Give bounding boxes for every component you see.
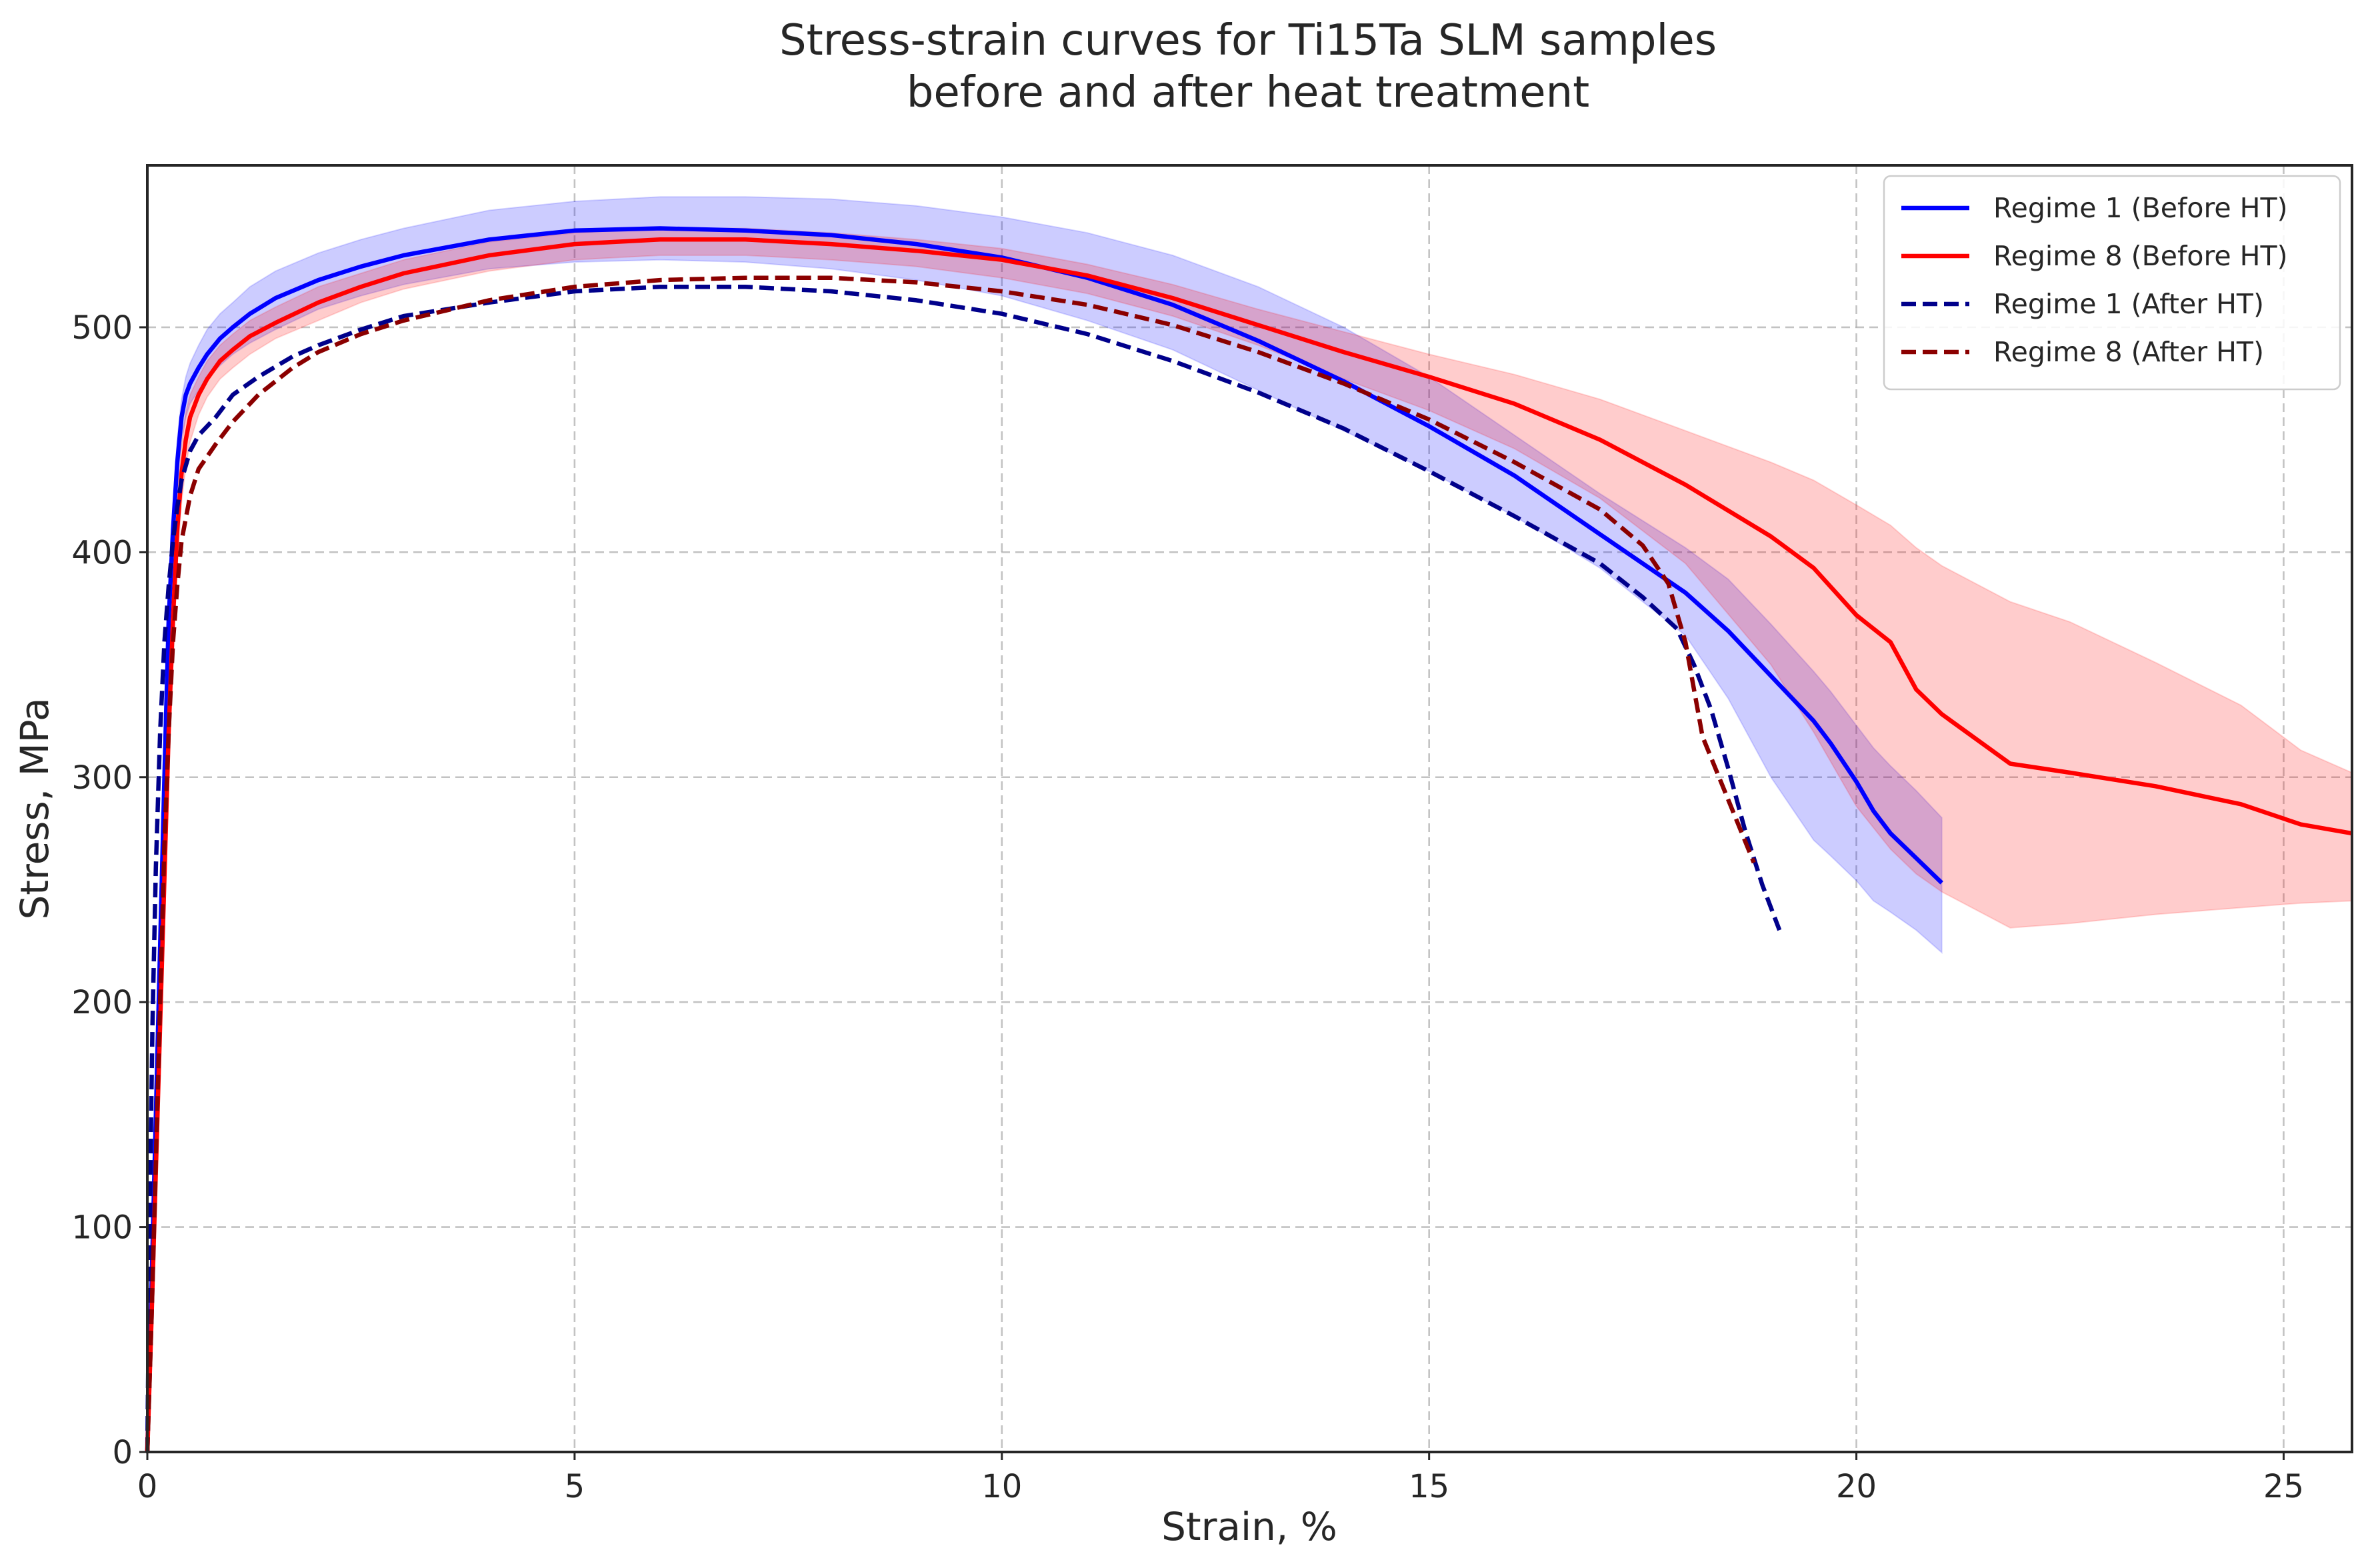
y-tick-label: 100 xyxy=(71,1209,133,1247)
band-series-1 xyxy=(147,196,1943,1453)
y-tick-label: 500 xyxy=(71,309,133,347)
legend-box xyxy=(1883,175,2341,391)
plot-frame xyxy=(146,164,2353,1453)
x-axis-label: Strain, % xyxy=(1161,1504,1337,1549)
line-series-4 xyxy=(145,275,1756,1453)
y-tick-label: 200 xyxy=(71,984,133,1021)
y-axis-label: Stress, MPa xyxy=(12,697,57,919)
x-tick-label: 25 xyxy=(2263,1468,2304,1505)
x-tick-label: 10 xyxy=(981,1468,1022,1505)
y-tick-label: 300 xyxy=(71,759,133,797)
legend: Regime 1 (Before HT) Regime 8 (Before HT)… xyxy=(1883,175,2341,391)
grid xyxy=(147,165,2352,1452)
axis-ticks: 0 5 10 15 20 25 0 100 200 300 400 500 xyxy=(71,309,2304,1505)
x-tick-label: 15 xyxy=(1409,1468,1449,1505)
legend-label: Regime 8 (Before HT) xyxy=(1993,240,2288,272)
x-tick-label: 20 xyxy=(1836,1468,1877,1505)
legend-label: Regime 1 (Before HT) xyxy=(1993,192,2288,224)
series-lines xyxy=(145,226,2353,1453)
chart-title: Stress-strain curves for Ti15Ta SLM samp… xyxy=(779,16,1717,117)
line-series-3 xyxy=(145,284,1782,1453)
chart-title-line-2: before and after heat treatment xyxy=(907,68,1589,117)
line-series-1 xyxy=(145,226,1943,1453)
legend-label: Regime 8 (After HT) xyxy=(1993,336,2264,368)
legend-entries: Regime 1 (Before HT) Regime 8 (Before HT)… xyxy=(1901,192,2288,368)
x-tick-label: 5 xyxy=(565,1468,585,1505)
y-tick-label: 0 xyxy=(112,1434,133,1471)
chart-title-line-1: Stress-strain curves for Ti15Ta SLM samp… xyxy=(779,16,1717,65)
legend-label: Regime 1 (After HT) xyxy=(1993,288,2264,320)
y-tick-label: 400 xyxy=(71,534,133,571)
x-tick-label: 0 xyxy=(137,1468,158,1505)
